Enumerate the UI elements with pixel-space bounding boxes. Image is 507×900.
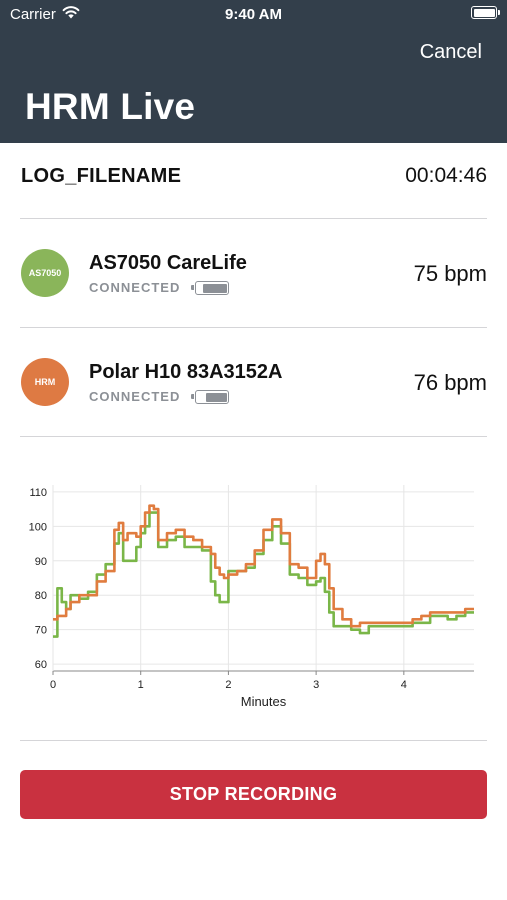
device-row-as7050: AS7050 AS7050 CareLife CONNECTED 75 bpm bbox=[0, 219, 507, 327]
device-battery-fill bbox=[202, 283, 227, 293]
device-name: AS7050 CareLife bbox=[89, 252, 247, 274]
battery-icon bbox=[471, 6, 500, 19]
y-tick-label: 90 bbox=[35, 556, 47, 568]
connection-status: CONNECTED bbox=[89, 280, 181, 295]
carrier-label: Carrier bbox=[10, 6, 56, 23]
device-name: Polar H10 83A3152A bbox=[89, 361, 283, 383]
y-tick-label: 110 bbox=[29, 487, 47, 499]
y-tick-label: 60 bbox=[35, 659, 47, 671]
stop-recording-button[interactable]: STOP RECORDING bbox=[20, 770, 487, 819]
y-tick-label: 100 bbox=[29, 521, 47, 533]
status-bar: Carrier 9:40 AM bbox=[0, 0, 507, 28]
x-tick-label: 1 bbox=[138, 679, 144, 691]
nav-header: Carrier 9:40 AM Cancel HRM Live bbox=[0, 0, 507, 143]
heart-rate-value: 75 bpm bbox=[413, 261, 487, 286]
device-row-polar: HRM Polar H10 83A3152A CONNECTED 76 bpm bbox=[0, 328, 507, 436]
y-tick-label: 70 bbox=[35, 625, 47, 637]
heart-rate-chart: 60 70 80 90 100 110 0 1 2 3 4 Minutes bbox=[29, 485, 474, 709]
divider bbox=[20, 327, 487, 328]
device-battery-icon bbox=[191, 281, 229, 295]
log-filename: LOG_FILENAME bbox=[21, 165, 182, 187]
page-title: HRM Live bbox=[25, 86, 196, 127]
device-battery-icon bbox=[191, 390, 229, 404]
x-tick-label: 0 bbox=[50, 679, 56, 691]
elapsed-time: 00:04:46 bbox=[405, 164, 487, 187]
series-line-1 bbox=[53, 504, 474, 628]
wifi-icon bbox=[62, 6, 80, 19]
cancel-button[interactable]: Cancel bbox=[419, 41, 482, 63]
x-tick-label: 3 bbox=[313, 679, 319, 691]
y-tick-label: 80 bbox=[35, 590, 47, 602]
device-badge: AS7050 bbox=[21, 249, 69, 297]
device-badge: HRM bbox=[21, 358, 69, 406]
divider bbox=[20, 436, 487, 437]
divider bbox=[20, 218, 487, 219]
heart-rate-value: 76 bpm bbox=[413, 370, 487, 395]
x-axis-label: Minutes bbox=[241, 694, 287, 709]
connection-status: CONNECTED bbox=[89, 389, 181, 404]
x-tick-label: 2 bbox=[225, 679, 231, 691]
divider bbox=[20, 740, 487, 741]
device-battery-fill bbox=[205, 392, 227, 402]
status-time: 9:40 AM bbox=[225, 6, 282, 23]
x-tick-label: 4 bbox=[401, 679, 407, 691]
